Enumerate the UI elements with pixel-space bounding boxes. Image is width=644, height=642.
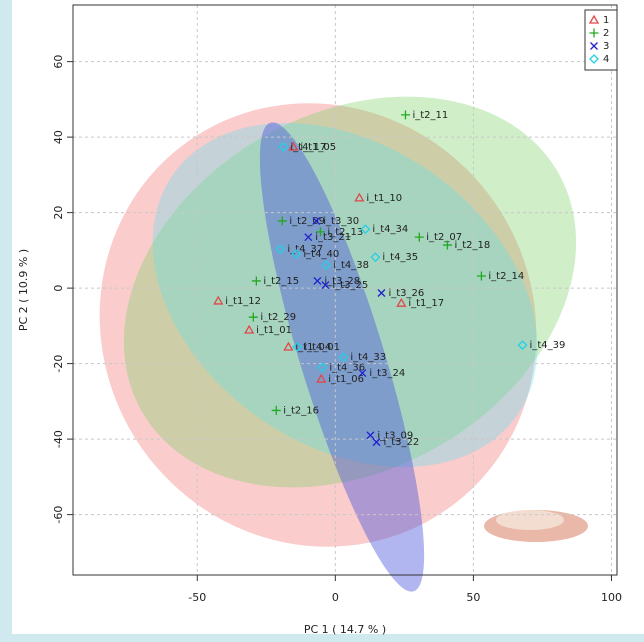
chart: PC 1 ( 14.7 % ) PC 2 ( 10.9 % ) -5005010…	[0, 0, 644, 642]
point-label: i_t3_30	[323, 216, 359, 227]
point-label: i_t2_11	[412, 110, 448, 121]
point-label: i_t3_26	[388, 288, 424, 299]
y-tick-label: -40	[52, 430, 65, 448]
legend-label: 3	[603, 41, 609, 52]
x-tick-label: -50	[188, 591, 206, 604]
x-tick-label: 50	[466, 591, 480, 604]
point-label: i_t4_17	[290, 142, 326, 153]
point-label: i_t3_21	[315, 232, 351, 243]
legend-label: 1	[603, 15, 609, 26]
legend-label: 4	[603, 54, 609, 65]
legend-label: 2	[603, 28, 609, 39]
x-axis-label: PC 1 ( 14.7 % )	[304, 623, 386, 636]
point-label: i_t4_39	[530, 340, 566, 351]
point-label: i_t4_38	[333, 260, 369, 271]
point-label: i_t4_40	[303, 249, 339, 260]
point-label: i_t2_16	[283, 405, 319, 416]
x-tick-label: 100	[601, 591, 622, 604]
point-label: i_t1_06	[328, 374, 364, 385]
point-label: i_t2_15	[263, 276, 299, 287]
point-label: i_t3_24	[369, 368, 405, 379]
y-tick-label: 20	[52, 206, 65, 220]
point-label: i_t1_12	[225, 296, 261, 307]
point-label: i_t4_01	[304, 342, 340, 353]
point-label: i_t2_29	[260, 312, 296, 323]
y-tick-label: -20	[52, 355, 65, 373]
point-label: i_t1_10	[366, 193, 402, 204]
legend-box	[585, 10, 617, 70]
x-tick-label: 0	[332, 591, 339, 604]
point-label: i_t2_18	[454, 240, 490, 251]
photo-blob	[496, 510, 564, 530]
y-axis-label: PC 2 ( 10.9 % )	[17, 249, 30, 331]
page: PC 1 ( 14.7 % ) PC 2 ( 10.9 % ) -5005010…	[0, 0, 644, 642]
y-tick-label: 40	[52, 130, 65, 144]
point-label: i_t1_17	[408, 298, 444, 309]
point-label: i_t1_01	[256, 325, 292, 336]
point-label: i_t4_35	[382, 252, 418, 263]
point-label: i_t3_22	[383, 437, 419, 448]
point-label: i_t4_34	[372, 224, 408, 235]
y-tick-label: 60	[52, 55, 65, 69]
point-label: i_t3_25	[332, 280, 368, 291]
point-label: i_t4_36	[329, 362, 365, 373]
y-tick-label: 0	[52, 285, 65, 292]
y-tick-label: -60	[52, 506, 65, 524]
point-label: i_t2_14	[488, 271, 524, 282]
